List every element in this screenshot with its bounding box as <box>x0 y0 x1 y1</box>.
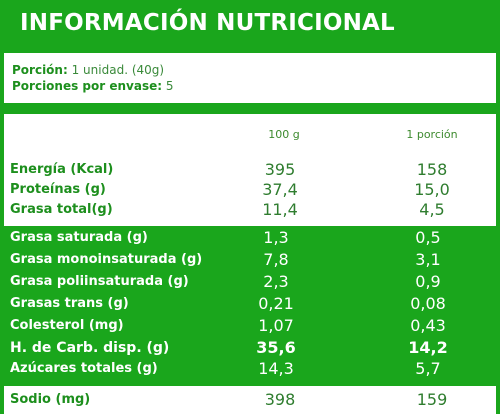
sodium-box: Sodio (mg) 398 159 <box>4 386 496 414</box>
row-label: Energía (Kcal) <box>10 162 114 177</box>
column-header-100g: 100 g <box>268 128 300 141</box>
row-value-portion: 15,0 <box>414 180 450 199</box>
row-value-100g: 35,6 <box>256 338 296 357</box>
row-label: Azúcares totales (g) <box>10 361 158 376</box>
row-value-100g: 1,3 <box>263 228 289 247</box>
portion-count-value: 5 <box>165 79 174 93</box>
row-value-portion: 5,7 <box>415 359 441 378</box>
portion-count-label: Porciones por envase: <box>12 79 163 93</box>
row-value-100g: 0,21 <box>258 294 294 313</box>
portion-box: Porción: 1 unidad. (40g) Porciones por e… <box>4 53 496 103</box>
row-value-portion: 14,2 <box>408 338 448 357</box>
row-value-portion: 159 <box>416 390 448 409</box>
table-row: Grasa saturada (g) 1,3 0,5 <box>0 228 500 250</box>
row-label: Grasa saturada (g) <box>10 230 148 245</box>
row-value-portion: 4,5 <box>419 200 445 219</box>
column-header-portion: 1 porción <box>406 128 458 141</box>
row-label: Grasas trans (g) <box>10 296 129 311</box>
main-table-box: 100 g 1 porción Energía (Kcal) 395 158 P… <box>4 114 496 226</box>
row-value-100g: 37,4 <box>262 180 298 199</box>
row-label: Grasa total(g) <box>10 202 113 217</box>
label-title: INFORMACIÓN NUTRICIONAL <box>20 10 395 36</box>
table-row: Colesterol (mg) 1,07 0,43 <box>0 316 500 338</box>
row-value-portion: 0,5 <box>415 228 441 247</box>
row-value-100g: 2,3 <box>263 272 289 291</box>
row-value-100g: 398 <box>264 390 296 409</box>
row-value-100g: 11,4 <box>262 200 298 219</box>
portion-count-line: Porciones por envase: 5 <box>12 79 174 93</box>
row-label: Grasa poliinsaturada (g) <box>10 274 189 289</box>
row-value-portion: 3,1 <box>415 250 441 269</box>
portion-size-label: Porción: <box>12 63 68 77</box>
table-row: Grasa total(g) 11,4 4,5 <box>4 200 496 222</box>
row-label: Colesterol (mg) <box>10 318 124 333</box>
table-row: Proteínas (g) 37,4 15,0 <box>4 180 496 202</box>
row-label: Grasa monoinsaturada (g) <box>10 252 203 267</box>
table-row: Grasa monoinsaturada (g) 7,8 3,1 <box>0 250 500 272</box>
table-row: Grasas trans (g) 0,21 0,08 <box>0 294 500 316</box>
table-row: Grasa poliinsaturada (g) 2,3 0,9 <box>0 272 500 294</box>
row-value-100g: 7,8 <box>263 250 289 269</box>
table-row: Azúcares totales (g) 14,3 5,7 <box>0 359 500 381</box>
row-label: Proteínas (g) <box>10 182 106 197</box>
row-value-portion: 0,43 <box>410 316 446 335</box>
row-value-portion: 0,9 <box>415 272 441 291</box>
portion-size-line: Porción: 1 unidad. (40g) <box>12 63 164 77</box>
table-row: H. de Carb. disp. (g) 35,6 14,2 <box>0 338 500 360</box>
row-value-100g: 14,3 <box>258 359 294 378</box>
table-row: Sodio (mg) 398 159 <box>4 390 496 412</box>
row-label: H. de Carb. disp. (g) <box>10 340 170 356</box>
row-label: Sodio (mg) <box>10 392 91 407</box>
row-value-100g: 395 <box>264 160 296 179</box>
table-row: Energía (Kcal) 395 158 <box>4 160 496 182</box>
row-value-portion: 0,08 <box>410 294 446 313</box>
portion-size-value: 1 unidad. (40g) <box>71 63 165 77</box>
row-value-100g: 1,07 <box>258 316 294 335</box>
row-value-portion: 158 <box>416 160 448 179</box>
